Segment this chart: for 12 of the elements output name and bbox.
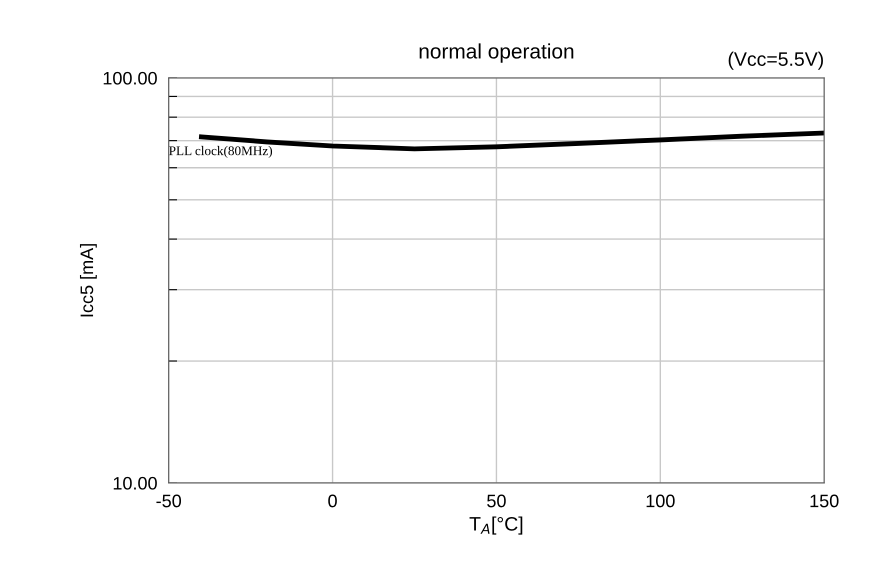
series-label: PLL clock(80MHz) (169, 146, 272, 158)
x-tick-label: 50 (487, 494, 506, 508)
x-tick-label: 100 (646, 494, 675, 508)
x-tick-label: 0 (328, 494, 337, 508)
x-axis-title: T$_{A}$[°C] (470, 516, 522, 535)
chart-title: normal operation (420, 43, 574, 63)
x-tick-label: 150 (810, 494, 839, 508)
x-tick-label: -50 (156, 494, 182, 508)
y-axis-title: Icc5 [mA] (80, 244, 97, 316)
text: (Vcc=5.5V) (728, 52, 823, 70)
y-tick-label: 10.00 (114, 476, 157, 490)
y-tick-label: 100.00 (104, 72, 157, 85)
